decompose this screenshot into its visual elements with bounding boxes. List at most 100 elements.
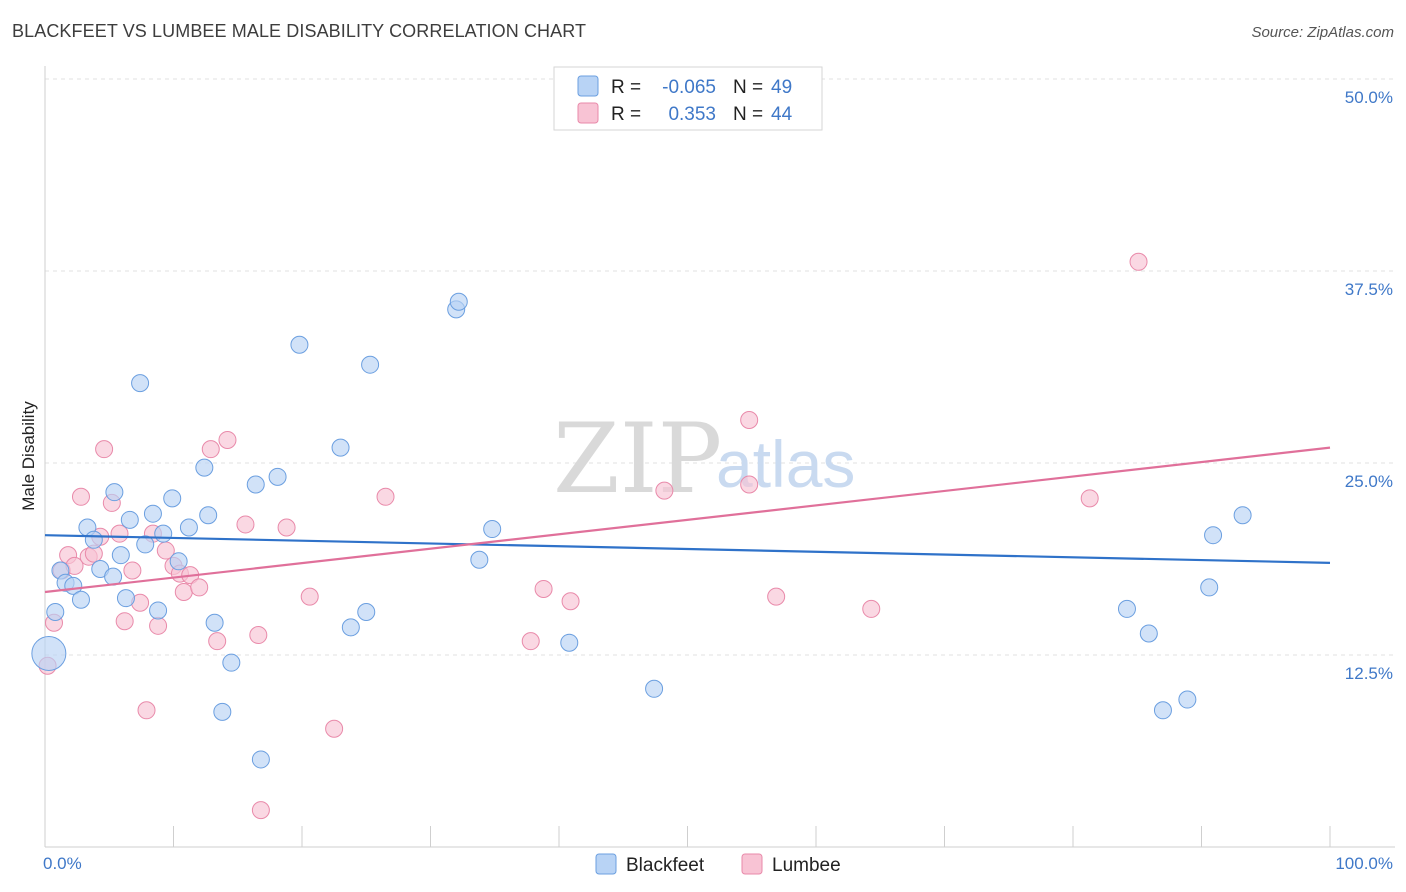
point-blackfeet-33 xyxy=(357,602,376,621)
point-lumbee-38 xyxy=(740,475,759,494)
point-blackfeet-11 xyxy=(111,546,130,565)
x-tick-label-0: 0.0% xyxy=(43,854,82,873)
legend-n-label-lumbee: N = xyxy=(733,104,763,125)
point-blackfeet-15 xyxy=(136,535,155,554)
series-blackfeet-points xyxy=(31,292,1252,769)
point-lumbee-37 xyxy=(655,481,674,500)
correlation-legend: R = -0.065 N = 49 R = 0.353 N = 44 xyxy=(553,66,823,131)
point-lumbee-32 xyxy=(325,719,344,738)
point-lumbee-40 xyxy=(767,587,786,606)
legend-swatch-blackfeet xyxy=(577,75,599,97)
point-lumbee-27 xyxy=(236,515,255,534)
point-lumbee-25 xyxy=(208,632,227,651)
point-blackfeet-7 xyxy=(84,530,103,549)
point-blackfeet-30 xyxy=(290,335,309,354)
legend-r-label-lumbee: R = xyxy=(611,104,641,125)
trend-line-lumbee xyxy=(44,446,1331,594)
point-blackfeet-24 xyxy=(205,613,224,632)
point-lumbee-13 xyxy=(123,561,142,580)
point-lumbee-39 xyxy=(740,410,759,429)
point-blackfeet-18 xyxy=(154,524,173,543)
point-blackfeet-22 xyxy=(195,458,214,477)
point-blackfeet-13 xyxy=(120,510,139,529)
x-tick-label-1: 100.0% xyxy=(1335,854,1393,873)
point-blackfeet-32 xyxy=(341,618,360,637)
point-lumbee-43 xyxy=(1129,252,1148,271)
point-lumbee-9 xyxy=(95,440,114,459)
point-blackfeet-26 xyxy=(222,653,241,672)
point-blackfeet-42 xyxy=(1139,624,1158,643)
trend-line-blackfeet xyxy=(44,534,1331,564)
point-blackfeet-27 xyxy=(246,475,265,494)
series-legend: Blackfeet Lumbee xyxy=(595,853,841,876)
y-tick-label-0: 12.5% xyxy=(1345,664,1393,683)
point-lumbee-41 xyxy=(862,599,881,618)
point-blackfeet-28 xyxy=(251,750,270,769)
point-blackfeet-37 xyxy=(470,550,489,569)
point-lumbee-31 xyxy=(300,587,319,606)
point-lumbee-28 xyxy=(249,626,268,645)
point-lumbee-21 xyxy=(174,583,193,602)
axes xyxy=(44,66,1395,848)
legend-box xyxy=(553,66,823,131)
legend-swatch-lumbee xyxy=(577,102,599,124)
y-axis-label: Male Disability xyxy=(19,401,38,511)
point-lumbee-30 xyxy=(277,518,296,537)
point-blackfeet-29 xyxy=(268,467,287,486)
watermark-atlas: atlas xyxy=(716,427,855,501)
y-tick-label-2: 37.5% xyxy=(1345,280,1393,299)
legend-r-value-blackfeet: -0.065 xyxy=(662,77,716,98)
point-lumbee-34 xyxy=(521,632,540,651)
point-lumbee-24 xyxy=(201,440,220,459)
point-blackfeet-45 xyxy=(1200,578,1219,597)
point-blackfeet-21 xyxy=(179,518,198,537)
trend-lines xyxy=(44,446,1331,594)
series-legend-label-blackfeet: Blackfeet xyxy=(626,855,705,876)
point-lumbee-42 xyxy=(1080,489,1099,508)
point-blackfeet-47 xyxy=(1233,506,1252,525)
legend-n-label-blackfeet: N = xyxy=(733,77,763,98)
point-blackfeet-5 xyxy=(71,590,90,609)
series-lumbee-points xyxy=(38,252,1148,820)
series-legend-label-lumbee: Lumbee xyxy=(772,855,841,876)
point-blackfeet-16 xyxy=(143,504,162,523)
chart-title: BLACKFEET VS LUMBEE MALE DISABILITY CORR… xyxy=(12,21,587,41)
point-blackfeet-39 xyxy=(560,633,579,652)
point-blackfeet-20 xyxy=(169,552,188,571)
point-blackfeet-14 xyxy=(131,374,150,393)
point-lumbee-17 xyxy=(149,616,168,635)
point-blackfeet-23 xyxy=(199,506,218,525)
point-blackfeet-46 xyxy=(1204,526,1223,545)
y-tick-label-1: 25.0% xyxy=(1345,472,1393,491)
point-lumbee-29 xyxy=(251,801,270,820)
series-legend-swatch-blackfeet xyxy=(595,853,617,875)
point-blackfeet-25 xyxy=(213,702,232,721)
point-blackfeet-0 xyxy=(31,635,67,671)
legend-n-value-lumbee: 44 xyxy=(771,104,793,125)
point-lumbee-26 xyxy=(218,430,237,449)
legend-n-value-blackfeet: 49 xyxy=(771,77,792,98)
point-blackfeet-43 xyxy=(1153,701,1172,720)
point-blackfeet-31 xyxy=(331,438,350,457)
point-blackfeet-17 xyxy=(149,601,168,620)
series-legend-swatch-lumbee xyxy=(741,853,763,875)
point-blackfeet-36 xyxy=(449,292,468,311)
point-blackfeet-34 xyxy=(361,355,380,374)
point-blackfeet-1 xyxy=(46,602,65,621)
legend-r-label-blackfeet: R = xyxy=(611,77,641,98)
source-credit: Source: ZipAtlas.com xyxy=(1251,24,1394,41)
point-blackfeet-10 xyxy=(105,483,124,502)
point-blackfeet-44 xyxy=(1178,690,1197,709)
point-blackfeet-12 xyxy=(116,589,135,608)
point-lumbee-23 xyxy=(190,578,209,597)
watermark: ZIP atlas xyxy=(553,403,855,515)
point-lumbee-36 xyxy=(561,592,580,611)
watermark-zip: ZIP xyxy=(553,403,722,515)
y-tick-label-3: 50.0% xyxy=(1345,88,1393,107)
point-lumbee-35 xyxy=(534,579,553,598)
legend-r-value-lumbee: 0.353 xyxy=(668,104,716,125)
point-blackfeet-19 xyxy=(163,489,182,508)
x-tick-labels: 0.0% 100.0% xyxy=(43,854,1393,873)
point-blackfeet-38 xyxy=(483,520,502,539)
point-lumbee-33 xyxy=(376,487,395,506)
